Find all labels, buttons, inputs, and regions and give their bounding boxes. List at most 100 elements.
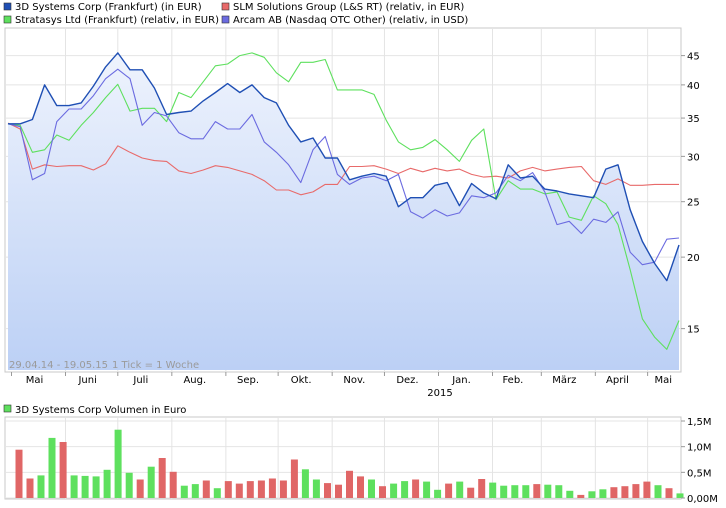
volume-bar [147,466,155,498]
volume-bar [445,483,453,498]
series-line-2 [7,122,679,196]
volume-bar [500,485,508,498]
volume-y-axis: 0,00M 0,5M 1,0M 1,5M [681,417,718,505]
x-axis: Mai Juni Juli Aug. Sep. Okt. Nov. Dez. Jan. Feb. M… [10,372,673,386]
series-line-3 [7,52,680,350]
volume-bar [235,483,243,498]
volume-bar [169,471,177,498]
x-tick-label: Juli [132,375,148,386]
volume-bar [434,489,442,498]
volume-bar [268,478,276,498]
volume-bar [257,480,265,498]
x-tick-label: März [552,375,576,386]
volume-y-tick-label: 0,5M [687,468,712,479]
volume-bar [467,487,475,498]
date-range-label: 29.04.14 - 19.05.15 [9,360,108,371]
x-tick-label: April [606,375,629,386]
volume-bar [489,482,497,498]
volume-bar [401,481,409,498]
x-tick-label: Dez. [396,375,418,386]
volume-bar [599,489,607,498]
x-tick-label: Juni [77,375,96,386]
volume-bar [136,479,144,498]
series-line-1 [8,52,680,282]
volume-bar [632,484,640,498]
volume-bar [81,475,89,498]
volume-bar [654,485,662,498]
x-tick-label: Nov. [343,375,365,386]
x-tick-label: Mai [655,375,673,386]
y-tick-label: 40 [687,81,700,92]
volume-bar [92,476,100,498]
y-tick-label: 15 [687,325,700,336]
volume-bar [379,486,386,498]
volume-bar [26,478,34,498]
tick-info-label: 1 Tick = 1 Woche [112,360,199,371]
volume-bar [533,484,541,498]
volume-bar [37,475,45,498]
volume-bar [301,469,309,498]
volume-bar [158,458,166,498]
volume-bar [70,475,78,498]
volume-bar [191,484,199,498]
volume-bar [202,480,210,498]
volume-bar [456,481,464,498]
legend-label: 3D Systems Corp (Frankfurt) (in EUR) [15,2,202,13]
volume-bar [621,486,629,498]
legend-label: Arcam AB (Nasdaq OTC Other) (relativ, in… [233,15,468,26]
volume-bar [522,485,530,498]
volume-bar [114,429,122,498]
y-tick-label: 25 [687,198,700,209]
volume-bar [357,476,364,498]
volume-bar [246,481,254,498]
y-axis: 15 20 25 30 35 40 45 [681,52,700,336]
x-year-label: 2015 [427,388,452,399]
volume-bar [103,469,111,498]
volume-bar [665,488,673,498]
x-tick-label: Mai [26,375,44,386]
volume-bar [610,487,618,498]
volume-bar [588,491,596,498]
volume-bar [412,479,420,498]
series-line-4 [7,68,680,266]
volume-bar [324,483,331,498]
volume-bar [390,483,398,498]
x-tick-label: Feb. [502,375,523,386]
volume-title: 3D Systems Corp Volumen in Euro [15,405,186,416]
x-tick-label: Okt. [291,375,312,386]
y-tick-label: 45 [687,52,700,63]
y-tick-label: 35 [687,114,700,125]
series-group [7,52,680,350]
volume-y-tick-label: 1,0M [687,443,712,454]
y-tick-label: 30 [687,152,700,163]
volume-y-tick-label: 1,5M [687,417,712,428]
volume-bar [368,479,375,498]
volume-bar [423,481,431,498]
legend-swatch [3,2,12,11]
volume-bars [15,429,684,498]
legend-swatch [221,2,230,11]
volume-y-tick-label: 0,00M [687,494,718,505]
volume-bar [566,490,574,498]
y-tick-label: 20 [687,253,700,264]
volume-bar [511,485,519,498]
volume-bar [335,484,342,498]
volume-bar [577,494,585,498]
volume-bar [59,442,67,498]
volume-bar [125,472,133,498]
volume-bar [555,485,563,498]
volume-bar [213,488,221,498]
legend-label: SLM Solutions Group (L&S RT) (relativ, i… [233,2,464,13]
volume-bar [676,493,684,498]
volume-title-swatch [3,404,12,413]
area-fill [8,52,679,371]
x-tick-label: Aug. [183,375,206,386]
volume-bar [544,484,552,498]
x-tick-label: Jan. [451,375,471,386]
volume-bar [290,459,298,498]
legend-swatch [3,15,12,24]
volume-bar [279,480,287,498]
legend: 3D Systems Corp (Frankfurt) (in EUR) SLM… [3,2,468,26]
volume-bar [48,437,56,498]
